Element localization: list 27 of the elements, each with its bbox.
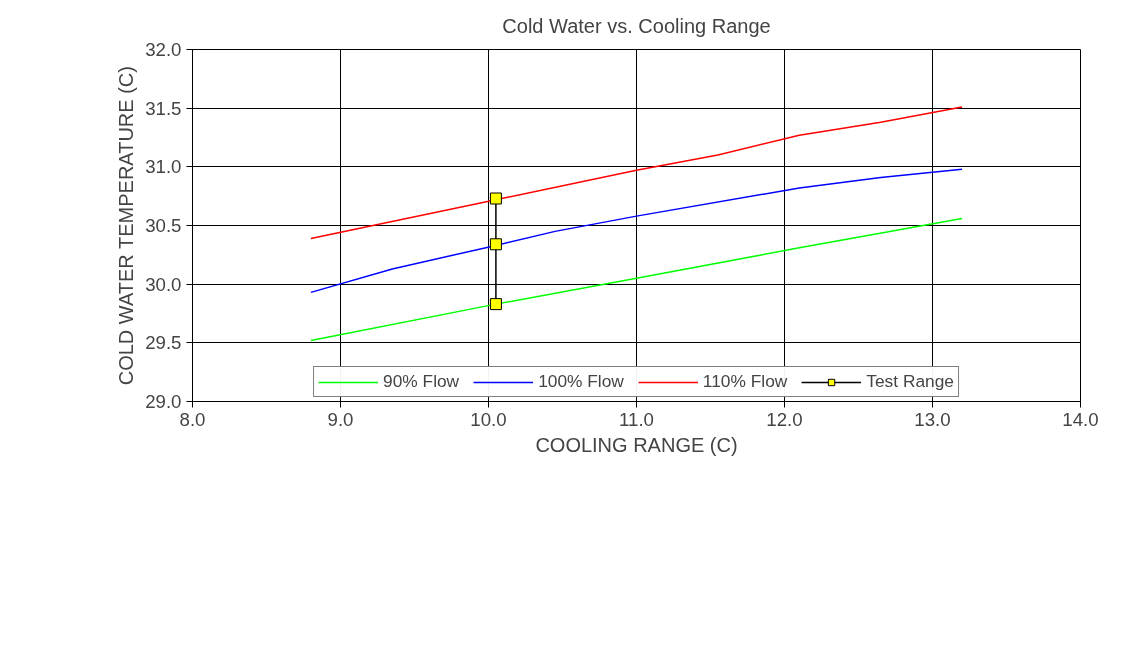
x-tick-label: 9.0 <box>327 408 354 430</box>
x-tick-label: 12.0 <box>766 408 803 430</box>
x-tick-label: 14.0 <box>1062 408 1099 430</box>
line-series <box>310 217 963 342</box>
y-tick-label: 31.0 <box>145 156 182 178</box>
x-tick-label: 10.0 <box>470 408 507 430</box>
x-tick-label: 11.0 <box>619 408 654 430</box>
y-tick-label: 31.5 <box>145 97 182 119</box>
legend-label: Test Range <box>866 371 954 392</box>
legend-label: 100% Flow <box>538 371 624 392</box>
x-axis-title: COOLING RANGE (C) <box>535 433 738 456</box>
x-tick-label: 13.0 <box>914 408 951 430</box>
legend-label: 110% Flow <box>702 371 788 392</box>
y-tick-label: 30.0 <box>145 273 182 295</box>
y-tick-label: 30.5 <box>145 215 182 236</box>
y-axis-title: COLD WATER TEMPERATURE (C) <box>115 66 138 386</box>
point <box>489 298 502 311</box>
chart-title: Cold Water vs. Cooling Range <box>502 15 771 37</box>
point <box>489 238 502 251</box>
y-tick-label: 32.0 <box>145 39 182 60</box>
line-series <box>310 106 963 240</box>
x-tick-label: 8.0 <box>179 408 206 430</box>
line-series <box>310 168 963 294</box>
y-tick-label: 29.5 <box>145 332 182 354</box>
legend-label: 90% Flow <box>383 371 460 392</box>
point <box>489 192 502 205</box>
y-tick-label: 29.0 <box>145 391 182 412</box>
